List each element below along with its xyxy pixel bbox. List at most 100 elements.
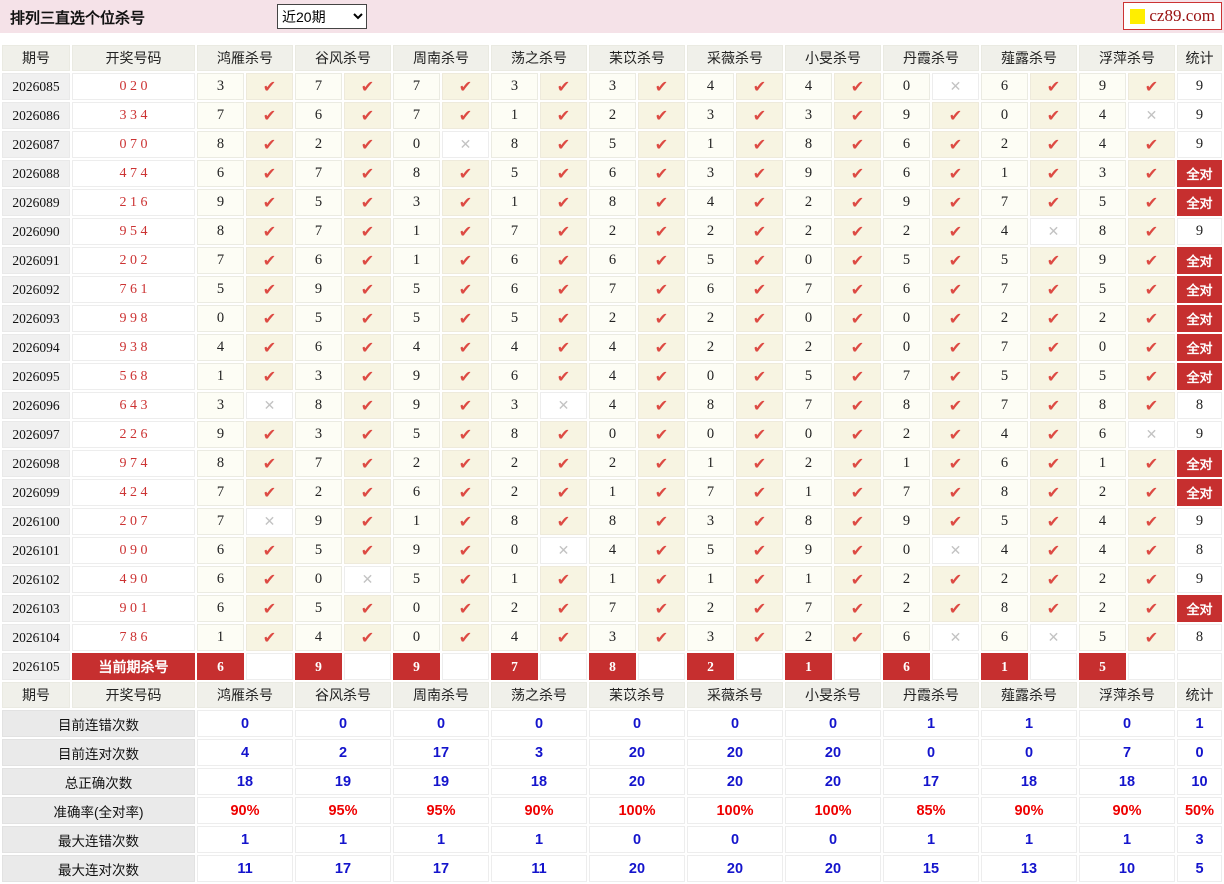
- kill-number: 7: [393, 73, 440, 100]
- kill-number: 8: [197, 131, 244, 158]
- mark-cell: ✔: [834, 218, 881, 245]
- kill-number: 2: [785, 189, 832, 216]
- table-row: 2026090 9 5 4 8 ✔ 7 ✔ 1 ✔ 7 ✔ 2 ✔ 2 ✔ 2 ✔ 2 ✔ 4 ✕ 8 ✔ 9: [2, 218, 1222, 245]
- mark-cell: ✕: [1128, 102, 1175, 129]
- draw-numbers: 9 5 4: [72, 218, 195, 245]
- kill-number: 9: [295, 508, 342, 535]
- mark-cell: ✔: [834, 508, 881, 535]
- mark-cell: ✔: [736, 508, 783, 535]
- mark-cell: ✔: [932, 218, 979, 245]
- draw-numbers: 0 7 0: [72, 131, 195, 158]
- check-icon: ✔: [458, 194, 473, 212]
- mark-cell: ✔: [834, 450, 881, 477]
- kill-number: 5: [491, 160, 538, 187]
- mark-cell: ✔: [1030, 566, 1077, 593]
- mark-cell: ✔: [540, 363, 587, 390]
- kill-number: 0: [589, 421, 636, 448]
- check-icon: ✔: [262, 223, 277, 241]
- kill-number: 5: [295, 305, 342, 332]
- kill-number: 7: [785, 392, 832, 419]
- summary-row: 准确率(全对率) 90% 95% 95% 90% 100% 100% 100% 85% 90% 90…: [2, 797, 1222, 824]
- check-icon: ✔: [752, 223, 767, 241]
- check-icon: ✔: [1046, 484, 1061, 502]
- mark-cell: ✔: [1128, 131, 1175, 158]
- stat-row-label: 最大连错次数: [2, 826, 195, 853]
- cross-icon: ✕: [263, 512, 276, 529]
- empty-mark-cell: [638, 653, 685, 680]
- table-row: 2026086 3 3 4 7 ✔ 6 ✔ 7 ✔ 1 ✔ 2 ✔ 3 ✔ 3 ✔ 9 ✔ 0 ✔ 4 ✕ 9: [2, 102, 1222, 129]
- mark-cell: ✔: [442, 537, 489, 564]
- check-icon: ✔: [654, 600, 669, 618]
- kill-number: 6: [491, 276, 538, 303]
- check-icon: ✔: [556, 281, 571, 299]
- kill-number: 1: [687, 566, 734, 593]
- check-icon: ✔: [850, 397, 865, 415]
- kill-number: 2: [981, 305, 1028, 332]
- stat-row-label: 目前连错次数: [2, 710, 195, 737]
- kill-number: 0: [883, 305, 930, 332]
- mark-cell: ✔: [638, 334, 685, 361]
- kill-number: 3: [589, 624, 636, 651]
- check-icon: ✔: [752, 571, 767, 589]
- current-period-label: 当前期杀号: [72, 653, 195, 680]
- check-icon: ✔: [556, 136, 571, 154]
- mark-cell: ✔: [1030, 508, 1077, 535]
- mark-cell: ✔: [344, 595, 391, 622]
- stat-value: 18: [1079, 768, 1175, 795]
- stat-value: 0: [785, 826, 881, 853]
- stat-all-correct-badge: 全对: [1177, 479, 1222, 506]
- check-icon: ✔: [556, 78, 571, 96]
- stat-count: 9: [1177, 102, 1222, 129]
- check-icon: ✔: [1046, 310, 1061, 328]
- stat-count: 9: [1177, 508, 1222, 535]
- stat-value: 18: [197, 768, 293, 795]
- stat-value: 90%: [197, 797, 293, 824]
- stat-value: 17: [295, 855, 391, 882]
- mark-cell: ✔: [1128, 537, 1175, 564]
- site-logo[interactable]: cz89.com: [1123, 2, 1222, 30]
- current-kill-number: 1: [981, 653, 1028, 680]
- mark-cell: ✔: [246, 131, 293, 158]
- stat-row-label: 最大连对次数: [2, 855, 195, 882]
- check-icon: ✔: [360, 455, 375, 473]
- cross-icon: ✕: [361, 570, 374, 587]
- table-row: 2026095 5 6 8 1 ✔ 3 ✔ 9 ✔ 6 ✔ 4 ✔ 0 ✔ 5 ✔ 7 ✔ 5 ✔ 5 ✔ 全对: [2, 363, 1222, 390]
- kill-number: 0: [393, 624, 440, 651]
- check-icon: ✔: [850, 310, 865, 328]
- check-icon: ✔: [948, 455, 963, 473]
- mark-cell: ✔: [638, 73, 685, 100]
- kill-number: 2: [883, 595, 930, 622]
- stat-count: 9: [1177, 421, 1222, 448]
- kill-number: 9: [1079, 247, 1126, 274]
- cross-icon: ✕: [949, 541, 962, 558]
- kill-number: 2: [883, 566, 930, 593]
- kill-number: 5: [393, 305, 440, 332]
- mark-cell: ✔: [1030, 479, 1077, 506]
- kill-number: 8: [491, 421, 538, 448]
- mark-cell: ✔: [638, 305, 685, 332]
- mark-cell: ✔: [442, 624, 489, 651]
- current-period-row: 2026105 当前期杀号 6 9 9 7 8 2 1 6 1 5: [2, 653, 1222, 680]
- check-icon: ✔: [360, 542, 375, 560]
- mark-cell: ✔: [932, 334, 979, 361]
- kill-number: 2: [1079, 595, 1126, 622]
- period-cell: 2026089: [2, 189, 70, 216]
- column-header: 采薇杀号: [687, 45, 783, 71]
- check-icon: ✔: [948, 194, 963, 212]
- mark-cell: ✕: [932, 624, 979, 651]
- mark-cell: ✔: [1128, 595, 1175, 622]
- mark-cell: ✔: [736, 566, 783, 593]
- check-icon: ✔: [262, 310, 277, 328]
- check-icon: ✔: [1046, 252, 1061, 270]
- mark-cell: ✔: [736, 334, 783, 361]
- kill-number: 0: [883, 334, 930, 361]
- stat-value: 100%: [687, 797, 783, 824]
- stat-value: 20: [785, 855, 881, 882]
- kill-number: 6: [491, 247, 538, 274]
- kill-number: 2: [491, 479, 538, 506]
- range-select[interactable]: 近20期: [277, 4, 367, 29]
- mark-cell: ✔: [442, 160, 489, 187]
- kill-number: 0: [687, 363, 734, 390]
- stat-value: 0: [1177, 739, 1222, 766]
- kill-number: 1: [393, 247, 440, 274]
